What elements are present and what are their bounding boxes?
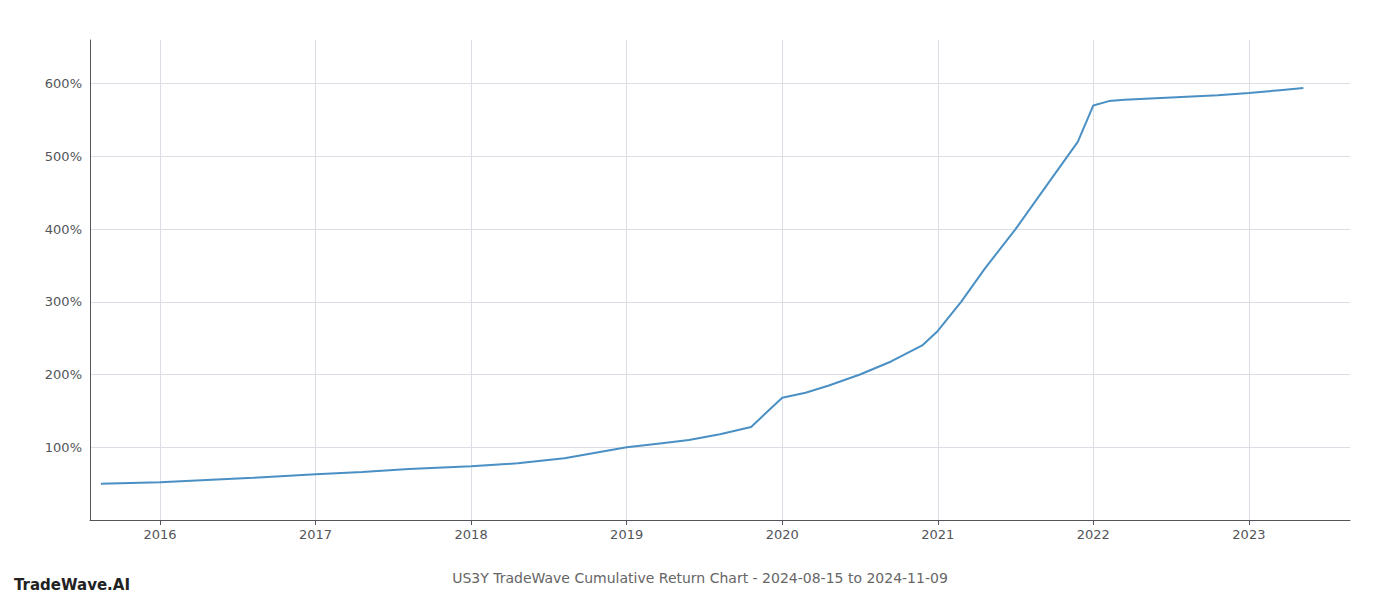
svg-text:400%: 400% (45, 222, 82, 237)
svg-text:2021: 2021 (921, 527, 954, 542)
svg-text:300%: 300% (45, 294, 82, 309)
svg-text:TradeWave.AI: TradeWave.AI (14, 576, 130, 594)
svg-text:500%: 500% (45, 149, 82, 164)
svg-text:100%: 100% (45, 440, 82, 455)
svg-text:600%: 600% (45, 76, 82, 91)
svg-text:2019: 2019 (610, 527, 643, 542)
svg-text:2022: 2022 (1077, 527, 1110, 542)
svg-text:200%: 200% (45, 367, 82, 382)
svg-text:2023: 2023 (1232, 527, 1265, 542)
svg-text:2018: 2018 (455, 527, 488, 542)
svg-text:2016: 2016 (143, 527, 176, 542)
svg-text:2017: 2017 (299, 527, 332, 542)
svg-text:2020: 2020 (766, 527, 799, 542)
svg-text:US3Y TradeWave Cumulative Retu: US3Y TradeWave Cumulative Return Chart -… (452, 570, 948, 586)
